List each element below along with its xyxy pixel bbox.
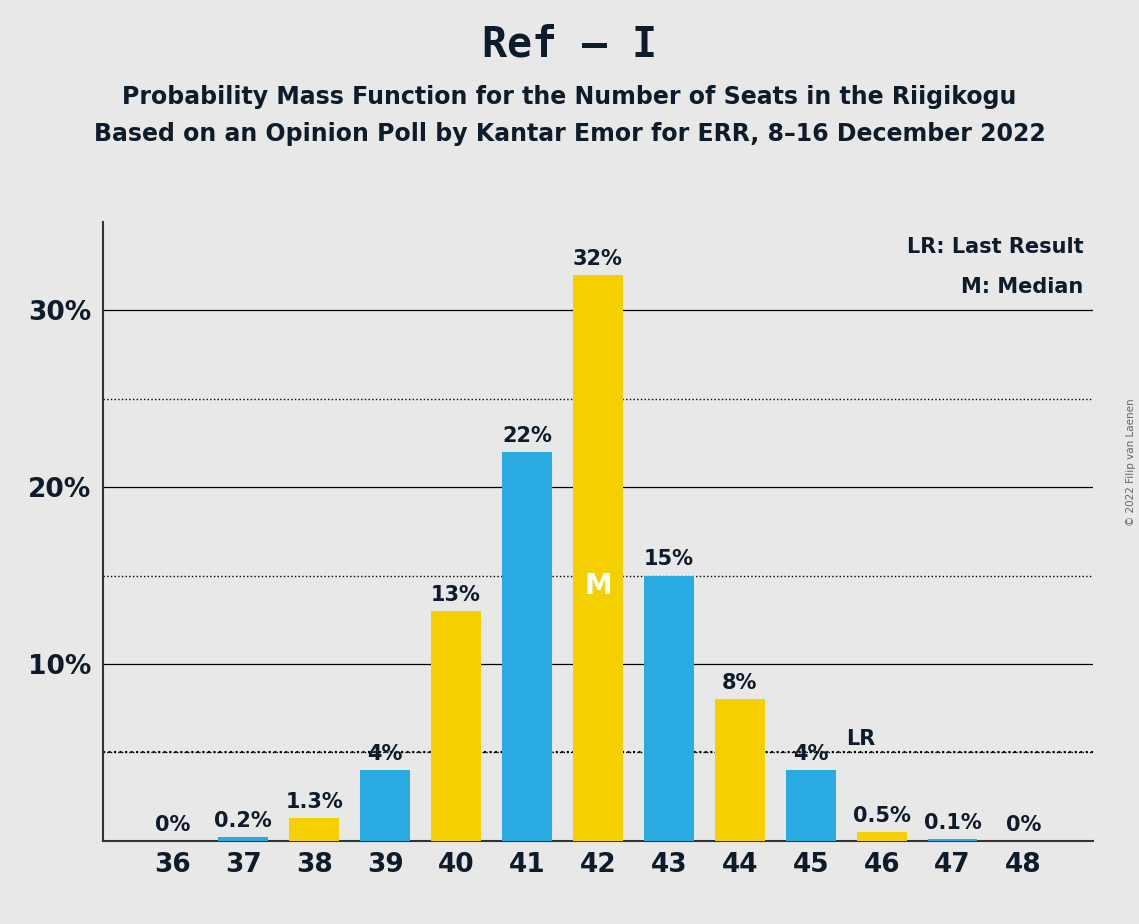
Text: LR: LR	[846, 729, 876, 748]
Bar	[573, 274, 623, 841]
Bar	[857, 832, 907, 841]
Bar	[715, 699, 764, 841]
Bar	[289, 818, 339, 841]
Bar	[360, 770, 410, 841]
Bar	[432, 611, 481, 841]
Bar	[786, 770, 836, 841]
Text: 15%: 15%	[644, 550, 694, 569]
Bar	[219, 837, 268, 841]
Text: 0.5%: 0.5%	[853, 806, 911, 826]
Bar	[644, 576, 694, 841]
Text: 0%: 0%	[155, 815, 190, 834]
Text: Probability Mass Function for the Number of Seats in the Riigikogu: Probability Mass Function for the Number…	[122, 85, 1017, 109]
Text: 32%: 32%	[573, 249, 623, 269]
Text: Based on an Opinion Poll by Kantar Emor for ERR, 8–16 December 2022: Based on an Opinion Poll by Kantar Emor …	[93, 122, 1046, 146]
Text: M: M	[584, 572, 612, 600]
Text: 4%: 4%	[793, 744, 828, 764]
Text: 0.1%: 0.1%	[924, 813, 982, 833]
Text: 8%: 8%	[722, 674, 757, 693]
Text: M: Median: M: Median	[961, 277, 1083, 298]
Text: Ref – I: Ref – I	[482, 23, 657, 65]
Text: 1.3%: 1.3%	[286, 792, 343, 811]
Text: 0.2%: 0.2%	[214, 811, 272, 831]
Text: 22%: 22%	[502, 426, 552, 445]
Bar	[928, 839, 977, 841]
Text: 0%: 0%	[1006, 815, 1041, 834]
Text: © 2022 Filip van Laenen: © 2022 Filip van Laenen	[1126, 398, 1136, 526]
Text: LR: Last Result: LR: Last Result	[907, 237, 1083, 257]
Text: 4%: 4%	[368, 744, 403, 764]
Text: 13%: 13%	[432, 585, 481, 604]
Bar	[502, 452, 552, 841]
